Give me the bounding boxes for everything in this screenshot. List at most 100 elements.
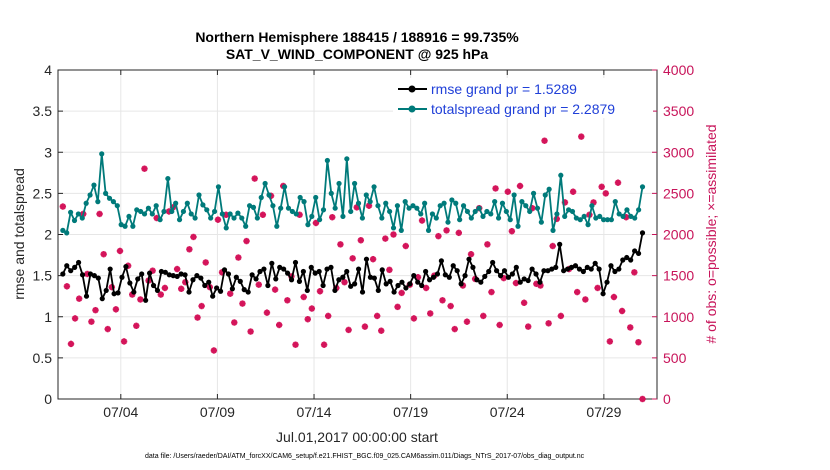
totalspread-point xyxy=(180,208,187,215)
rmse-point xyxy=(79,272,86,278)
rmse-point xyxy=(241,287,247,293)
y-left-axis-label: rmse and totalspread xyxy=(11,168,27,300)
obs-count-point xyxy=(292,341,299,348)
totalspread-point xyxy=(636,207,642,213)
totalspread-point xyxy=(223,225,229,231)
rmse-point xyxy=(423,268,429,275)
rmse-point xyxy=(529,266,535,272)
rmse-point xyxy=(233,274,239,280)
obs-count-point xyxy=(455,229,463,237)
totalspread-point xyxy=(503,208,509,215)
rmse-point xyxy=(249,272,255,278)
y-right-tick-label: 500 xyxy=(663,350,687,366)
obs-mark-center xyxy=(174,266,180,272)
totalspread-point xyxy=(274,223,280,229)
rmse-point xyxy=(68,268,74,274)
rmse-point xyxy=(344,268,350,275)
totalspread-point xyxy=(402,199,408,205)
totalspread-point xyxy=(639,184,646,190)
rmse-point xyxy=(387,278,393,284)
obs-count-point xyxy=(422,284,430,292)
obs-count-point xyxy=(235,254,242,261)
obs-mark-center xyxy=(419,218,425,223)
rmse-point xyxy=(446,274,452,280)
totalspread-point xyxy=(208,215,214,221)
totalspread-point xyxy=(499,200,506,206)
rmse-point xyxy=(170,273,176,279)
totalspread-point xyxy=(169,208,175,215)
rmse-point xyxy=(320,282,326,289)
obs-count-point xyxy=(618,307,626,315)
obs-count-point xyxy=(308,305,316,312)
totalspread-point xyxy=(352,180,358,187)
rmse-point xyxy=(143,297,149,303)
obs-count-point xyxy=(631,269,638,276)
totalspread-point xyxy=(515,223,521,229)
obs-count-point xyxy=(427,310,434,317)
obs-mark-center xyxy=(248,329,253,334)
obs-count-point xyxy=(627,324,634,331)
rmse-point xyxy=(505,274,512,280)
rmse-point xyxy=(288,277,295,283)
rmse-point xyxy=(340,274,346,280)
obs-count-point xyxy=(173,265,181,273)
totalspread-point xyxy=(130,223,136,229)
totalspread-point xyxy=(542,192,548,198)
obs-mark-center xyxy=(236,255,241,260)
obs-mark-center xyxy=(76,296,82,301)
obs-count-point xyxy=(516,182,524,190)
obs-mark-center xyxy=(72,316,78,321)
rmse-point xyxy=(332,287,338,294)
totalspread-point xyxy=(145,205,152,211)
obs-count-point xyxy=(116,247,124,255)
obs-count-point xyxy=(357,237,365,244)
rmse-point xyxy=(470,264,476,270)
totalspread-point xyxy=(495,215,502,221)
totalspread-point xyxy=(60,227,66,233)
totalspread-point xyxy=(83,200,89,206)
obs-mark-center xyxy=(383,236,388,241)
rmse-point xyxy=(572,263,579,269)
rmse-point xyxy=(403,285,409,291)
rmse-point xyxy=(624,254,630,261)
totalspread-point xyxy=(246,203,253,209)
totalspread-point xyxy=(165,175,171,182)
totalspread-point xyxy=(301,199,307,205)
rmse-point xyxy=(186,289,192,295)
rmse-point xyxy=(632,248,638,254)
obs-mark-center xyxy=(411,316,417,321)
x-tick-label: 07/04 xyxy=(103,404,138,420)
totalspread-point xyxy=(632,215,638,221)
obs-mark-center xyxy=(521,300,527,305)
obs-count-point xyxy=(271,286,279,293)
rmse-point xyxy=(564,266,571,272)
obs-mark-center xyxy=(464,319,470,324)
totalspread-point xyxy=(414,205,420,211)
totalspread-point xyxy=(219,211,225,217)
obs-count-point xyxy=(186,246,193,253)
obs-mark-center xyxy=(105,326,110,332)
obs-count-point xyxy=(492,185,499,192)
rmse-point xyxy=(494,268,500,274)
rmse-point xyxy=(83,293,90,299)
totalspread-point xyxy=(68,209,74,215)
y-left-tick-label: 4 xyxy=(44,62,52,78)
totalspread-point xyxy=(530,190,537,196)
obs-mark-center xyxy=(489,289,494,295)
rmse-point xyxy=(154,287,161,294)
obs-count-point xyxy=(100,251,107,258)
obs-mark-center xyxy=(162,285,168,291)
obs-mark-center xyxy=(64,284,70,289)
x-axis-label: Jul.01,2017 00:00:00 start xyxy=(276,429,438,445)
obs-count-point xyxy=(141,165,148,172)
obs-count-point xyxy=(496,321,503,329)
totalspread-point xyxy=(355,200,362,206)
legend-box xyxy=(393,78,653,118)
obs-count-point xyxy=(341,279,348,286)
obs-count-point xyxy=(198,302,205,310)
rmse-point xyxy=(379,267,385,273)
obs-mark-center xyxy=(187,247,192,252)
y-right-tick-label: 0 xyxy=(663,391,671,407)
rmse-point xyxy=(328,264,334,270)
obs-count-point xyxy=(227,290,234,297)
